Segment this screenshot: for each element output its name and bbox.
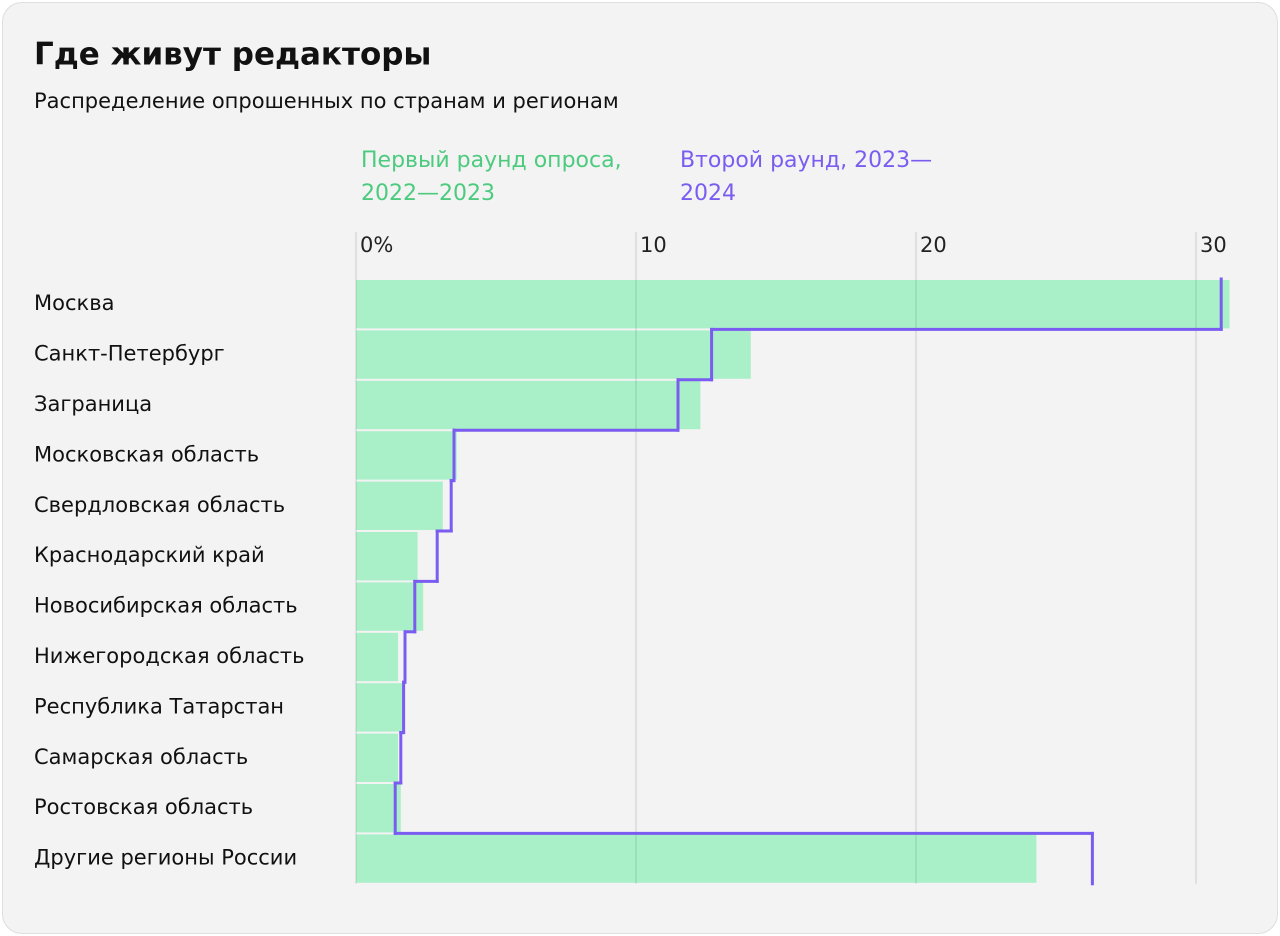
bar (356, 380, 701, 430)
bar (356, 330, 751, 379)
bar (356, 481, 443, 530)
bar (356, 632, 398, 682)
bar (356, 733, 398, 782)
category-label: Ростовская область (34, 795, 253, 819)
x-tick-label: 20 (920, 233, 947, 257)
category-label: Московская область (34, 442, 259, 466)
category-label: Краснодарский край (34, 543, 265, 567)
chart-title: Где живут редакторы (34, 37, 431, 73)
category-label: Москва (34, 291, 114, 315)
chart-subtitle: Распределение опрошенных по странам и ре… (34, 89, 619, 113)
category-label: Заграница (34, 392, 152, 416)
bar (356, 582, 424, 631)
bar (356, 431, 457, 480)
legend-entry: Первый раунд опроса, 2022—2023 (361, 148, 622, 206)
category-label: Новосибирская область (34, 594, 298, 618)
category-label: Республика Татарстан (34, 694, 284, 718)
bar (356, 280, 1230, 329)
bar (356, 532, 418, 581)
category-label: Нижегородская область (34, 644, 305, 668)
x-tick-label: 10 (640, 233, 667, 257)
category-label: Свердловская область (34, 493, 285, 517)
category-label: Самарская область (34, 745, 248, 769)
bar (356, 834, 1037, 883)
x-tick-label: 30 (1200, 233, 1227, 257)
bar (356, 784, 401, 833)
x-tick-label: 0% (360, 233, 393, 257)
category-label: Санкт-Петербург (34, 342, 225, 366)
legend-entry: Второй раунд, 2023—2024 (680, 148, 933, 206)
category-label: Другие регионы России (34, 846, 297, 870)
bar (356, 683, 404, 732)
